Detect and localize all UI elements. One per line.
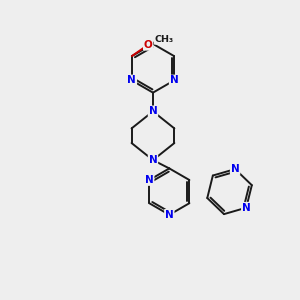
- Text: N: N: [165, 210, 174, 220]
- Text: N: N: [231, 164, 239, 174]
- Text: N: N: [148, 106, 157, 116]
- Text: N: N: [242, 203, 250, 213]
- Text: O: O: [144, 40, 153, 50]
- Text: N: N: [148, 155, 157, 165]
- Text: N: N: [170, 76, 178, 85]
- Text: N: N: [145, 175, 154, 185]
- Text: N: N: [128, 76, 136, 85]
- Text: CH₃: CH₃: [155, 35, 174, 44]
